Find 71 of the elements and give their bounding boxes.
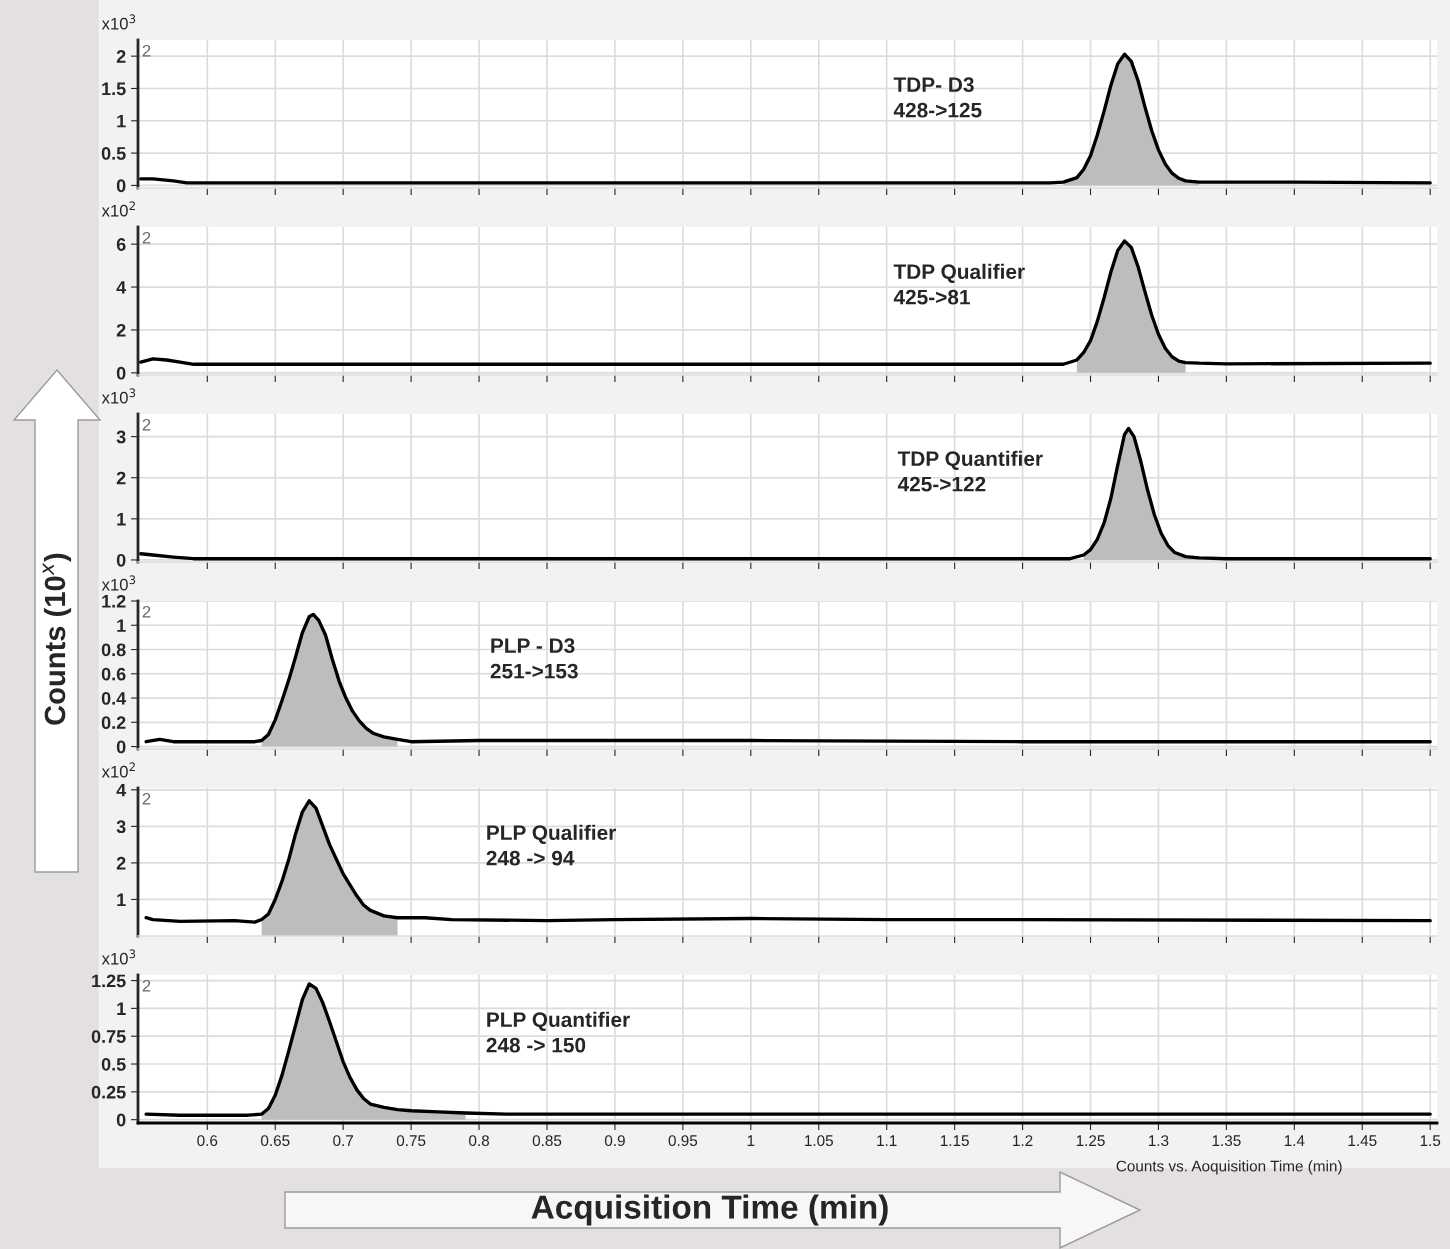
line-series	[144, 982, 1432, 1117]
x-axis-title: Acquisition Time (min)	[531, 1194, 888, 1226]
x-tick-label: 1	[747, 1135, 755, 1146]
text: x10$^{3}$	[101, 14, 136, 30]
y-tick-label: 2	[116, 471, 126, 485]
annotation: PLP Qualifier 248 -> 94	[486, 824, 616, 866]
y-tick-label: 0.25	[91, 1085, 126, 1099]
y-tick-label: 0.5	[101, 147, 126, 160]
x-tick-label: 1.5	[1420, 1135, 1441, 1147]
y-tick-label: 1.2	[102, 594, 126, 608]
y-tick-label: 1	[117, 512, 126, 526]
annotation: 2	[142, 605, 151, 618]
annotation: 2	[142, 418, 151, 431]
text: x10$^{2}$	[101, 762, 135, 778]
y-tick-label: 0	[116, 553, 126, 567]
x-tick-label: 1.1	[877, 1135, 897, 1146]
y-tick-label: 0.4	[101, 691, 127, 705]
y-axis-title: Counts (10$^{x}$)	[42, 553, 72, 725]
y-tick-label: 2	[116, 856, 126, 870]
x-tick-label: 0.65	[260, 1135, 290, 1147]
annotation: PLP Quantifier 248 -> 150	[486, 1011, 630, 1053]
text: x10$^{2}$	[101, 201, 135, 217]
y-tick-label: 1	[117, 114, 126, 128]
x-tick-label: 0.75	[396, 1135, 426, 1147]
y-tick-label: 3	[116, 430, 126, 444]
annotation: TDP Qualifier 425->81	[893, 263, 1025, 305]
y-tick-label: 0	[116, 179, 126, 193]
y-tick-label: 0	[116, 366, 126, 380]
x-tick-label: 0.85	[532, 1135, 562, 1147]
y-tick-label: 0	[116, 1113, 126, 1127]
text: x10$^{3}$	[101, 575, 136, 591]
x-tick-label: 1.15	[940, 1135, 969, 1147]
y-tick-label: 0.2	[101, 716, 126, 730]
annotation: 2	[142, 231, 151, 244]
y-tick-label: 6	[116, 238, 126, 251]
annotation: 2	[142, 979, 151, 992]
y-tick-label: 3	[116, 820, 126, 834]
annotation: 2	[142, 792, 151, 805]
text: Counts vs. Aoquisition Time (min)	[1116, 1160, 1342, 1175]
x-tick-label: 1.45	[1348, 1135, 1377, 1147]
x-tick-label: 0.8	[469, 1135, 490, 1147]
y-tick-label: 0.5	[101, 1057, 126, 1071]
text: x10$^{3}$	[101, 949, 136, 965]
y-tick-label: 4	[116, 281, 127, 294]
x-tick-label: 1.2	[1013, 1135, 1033, 1146]
x-tick-label: 1.4	[1284, 1135, 1305, 1146]
x-tick-label: 1.3	[1149, 1135, 1169, 1147]
annotation: TDP- D3 428->125	[893, 77, 982, 118]
y-tick-label: 1	[117, 893, 126, 906]
text: x10$^{3}$	[101, 388, 136, 404]
annotation: PLP - D3 251->153	[490, 638, 578, 679]
x-tick-label: 0.95	[668, 1135, 698, 1147]
x-tick-label: 1.05	[805, 1135, 833, 1147]
y-tick-label: 0	[116, 740, 126, 754]
y-tick-label: 1	[117, 619, 126, 632]
y-tick-label: 4	[116, 783, 127, 797]
y-tick-label: 0.8	[101, 643, 126, 657]
y-tick-label: 2	[116, 50, 126, 63]
y-tick-label: 1	[117, 1002, 126, 1015]
x-tick-label: 1.35	[1212, 1135, 1241, 1147]
x-tick-label: 0.9	[604, 1135, 625, 1147]
x-tick-label: 0.6	[197, 1135, 218, 1147]
y-tick-label: 1.5	[102, 82, 126, 96]
y-tick-label: 2	[116, 323, 126, 337]
y-tick-label: 1.25	[92, 974, 126, 988]
y-tick-label: 0.75	[91, 1030, 126, 1043]
x-tick-label: 1.25	[1076, 1135, 1105, 1147]
y-tick-label: 0.6	[101, 667, 126, 681]
annotation: TDP Quantifier 425->122	[897, 450, 1043, 492]
annotation: 2	[142, 44, 151, 57]
x-tick-label: 0.7	[333, 1135, 354, 1147]
